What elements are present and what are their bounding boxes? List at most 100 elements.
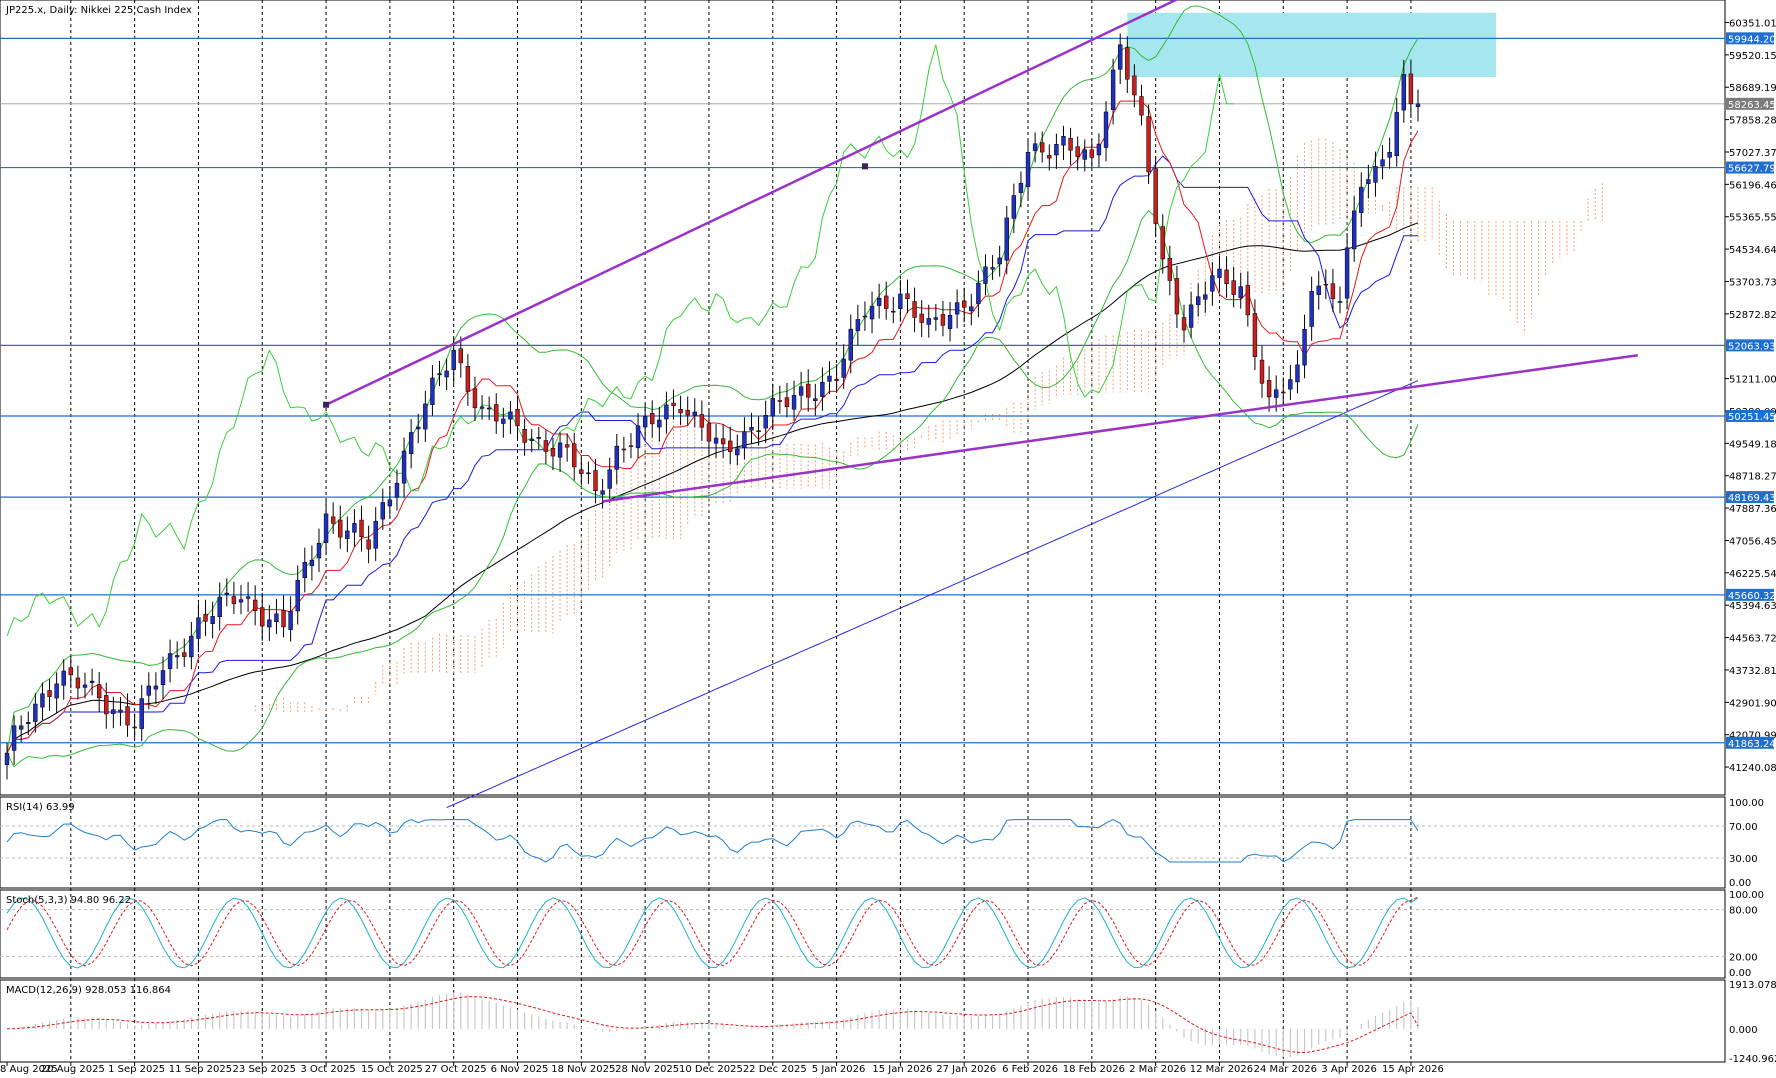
candle-body-down [806,383,811,398]
candle-body-up [387,499,393,507]
candle [1068,127,1073,165]
candle-body-up [798,386,804,396]
candle [1330,268,1336,312]
candle-body-up [841,358,846,378]
date-tick-label: 20 Aug 2025 [41,1064,105,1074]
candle-body-up [295,580,300,612]
candle [1344,233,1350,310]
candle [380,488,385,530]
candle-body-down [68,667,74,676]
candle [664,391,669,434]
candle [564,433,570,462]
bollinger-lower-line [6,209,1419,768]
date-tick-label: 27 Jan 2026 [936,1064,996,1074]
candle [550,437,556,471]
price-tick-label: 49549.18 [1729,439,1776,450]
candle-body-up [862,315,868,318]
candle-body-up [4,752,10,765]
candle [210,601,215,639]
candle [1054,133,1059,169]
candle [1224,256,1229,298]
candle-body-up [444,370,449,378]
candle-body-down [231,596,237,605]
candle [82,672,88,699]
candle [1380,144,1385,180]
candle-body-up [1380,159,1385,167]
candle-body-down [1075,146,1080,157]
candle [1188,291,1194,338]
candle [11,715,17,765]
candle-body-down [1252,313,1258,357]
candle-body-up [224,592,230,595]
candle-body-down [132,726,137,729]
candle-body-down [579,469,584,474]
candle [1288,364,1293,401]
candle [1394,97,1399,167]
candle [997,245,1002,277]
candle-body-up [1032,143,1038,151]
candle-body-up [238,599,244,603]
candle-body-down [125,706,130,726]
candle-body-up [1401,74,1407,111]
trendline [325,0,1179,406]
candle-body-up [664,404,669,420]
resistance-zone-layer [1127,12,1496,78]
date-tick-label: 23 Sep 2025 [233,1064,296,1074]
candle [1259,345,1265,398]
candle [167,639,173,683]
candle-body-up [1366,179,1371,184]
candle-body-up [111,709,116,714]
candle [387,486,393,518]
stoch-title: Stoch(5,3,3) 94.80 96.22 [6,895,131,906]
candle-body-down [1245,285,1251,316]
candle-body-up [1288,379,1293,390]
candle-body-up [1195,296,1201,306]
candle-body-up [40,693,45,708]
candle [1323,269,1329,300]
kijun-line [6,155,1418,754]
price-tick-label: 54534.64 [1729,245,1776,256]
price-tick-label: 48718.27 [1729,472,1776,483]
candle [827,361,832,395]
date-tick-label: 10 Dec 2025 [679,1064,743,1074]
candle [182,638,187,667]
candle-body-up [380,502,385,520]
date-tick-label: 1 Sep 2025 [108,1064,165,1074]
moving-average-line [6,222,1419,754]
candle [607,457,612,504]
candle [359,505,364,552]
candle-body-down [962,300,967,308]
candle-body-up [898,293,903,309]
candle [529,429,534,453]
candle [132,713,137,739]
candle [983,254,988,296]
date-tick-label: 6 Feb 2026 [1002,1064,1058,1074]
candle [146,672,152,710]
candle [139,685,144,742]
stoch-pane-frame [0,889,1726,979]
price-tick-label: 53703.73 [1729,277,1776,288]
price-tick-label: 57027.37 [1729,148,1776,159]
current-price-label: 58263.45 [1728,100,1776,111]
candle-body-up [408,432,414,454]
candle-body-up [167,653,173,670]
candle [89,668,95,696]
candle [699,400,705,441]
price-tick-label: 42070.99 [1729,731,1776,742]
candle [352,509,357,547]
candle [713,423,719,459]
chart-title: JP225.x, Daily: Nikkei 225 Cash Index [5,5,192,16]
candle-body-up [274,613,279,622]
candle [685,396,690,426]
candle [508,400,513,434]
date-tick-label: 2 Mar 2026 [1129,1064,1186,1074]
candle [912,287,917,333]
candle [1309,276,1314,341]
candle [1075,136,1080,171]
level-label: 45660.32 [1728,591,1776,602]
candle [1160,214,1165,274]
trendline [602,354,1638,503]
candle [1351,196,1357,262]
